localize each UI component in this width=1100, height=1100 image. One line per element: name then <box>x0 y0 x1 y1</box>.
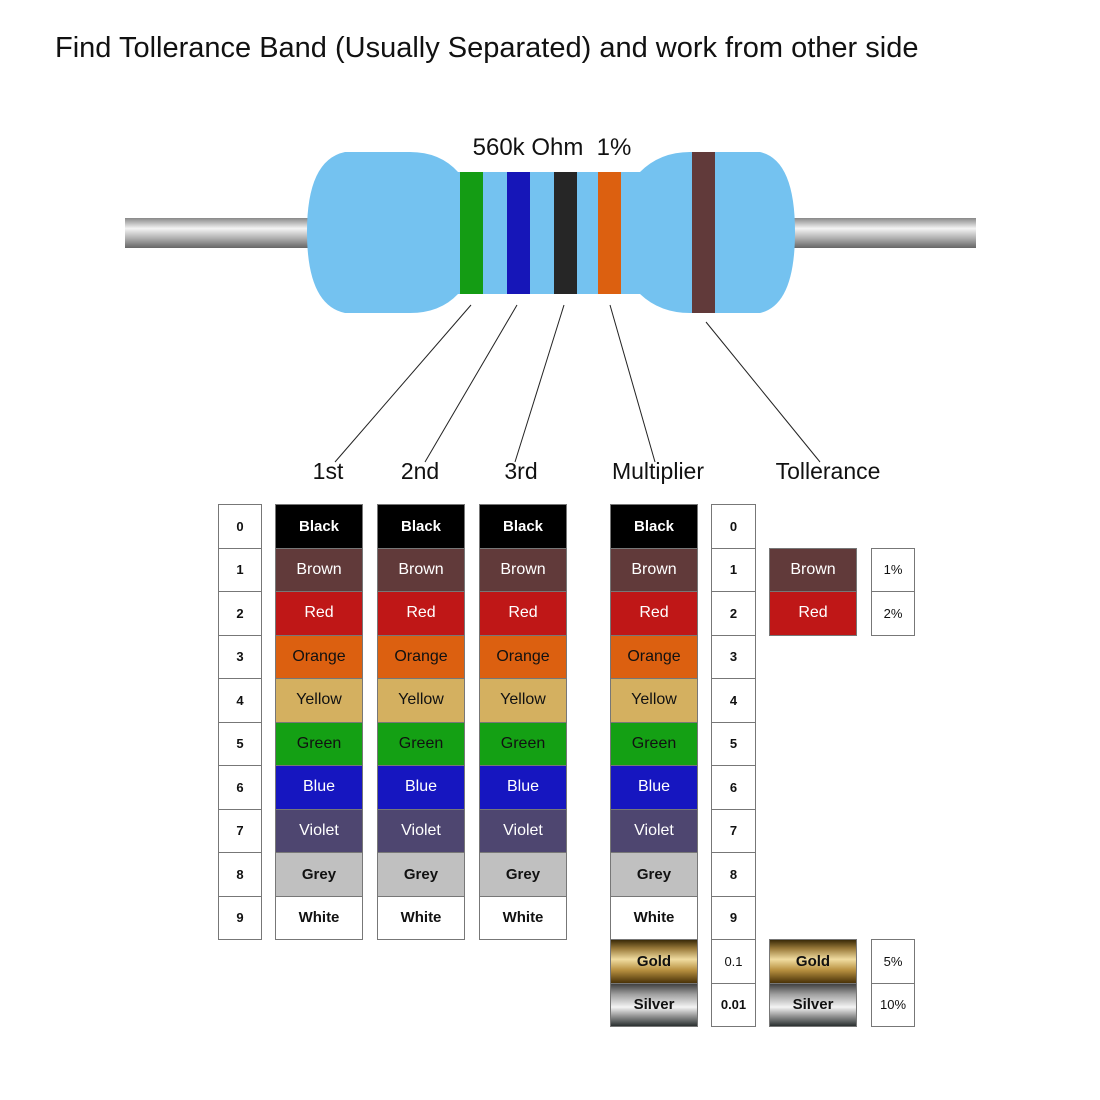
color-cell-multiplier-black: Black <box>610 504 698 549</box>
multiplier-value-cell: 3 <box>711 634 756 679</box>
resistor-illustration: 560k Ohm 1% <box>125 134 976 463</box>
color-cell-3rd-violet: Violet <box>479 808 567 853</box>
color-cell-3rd-blue: Blue <box>479 765 567 810</box>
pointer-line-multiplier <box>609 304 656 463</box>
color-cell-1st-white: White <box>275 895 363 940</box>
pointer-line-3rd <box>514 304 565 463</box>
multiplier-value-cell: 6 <box>711 765 756 810</box>
color-cell-2nd-black: Black <box>377 504 465 549</box>
pointer-line-tolerance <box>705 321 821 463</box>
color-cell-3rd-orange: Orange <box>479 634 567 679</box>
color-cell-multiplier-green: Green <box>610 721 698 766</box>
right-lead <box>780 218 976 248</box>
digit-cell: 3 <box>218 634 262 679</box>
header-2nd: 2nd <box>400 458 440 484</box>
color-cell-2nd-yellow: Yellow <box>377 678 465 723</box>
color-cell-multiplier-yellow: Yellow <box>610 678 698 723</box>
band-1 <box>460 172 483 294</box>
tolerance-color-brown: Brown <box>769 547 857 592</box>
digit-cell: 6 <box>218 765 262 810</box>
header-tolerance: Tollerance <box>775 458 881 484</box>
color-cell-2nd-brown: Brown <box>377 547 465 592</box>
color-cell-multiplier-white: White <box>610 895 698 940</box>
color-cell-multiplier-grey: Grey <box>610 852 698 897</box>
band-multiplier <box>598 172 621 294</box>
color-cell-3rd-white: White <box>479 895 567 940</box>
multiplier-value-cell: 1 <box>711 547 756 592</box>
color-cell-3rd-black: Black <box>479 504 567 549</box>
color-cell-3rd-brown: Brown <box>479 547 567 592</box>
color-cell-1st-yellow: Yellow <box>275 678 363 723</box>
multiplier-value-cell: 0 <box>711 504 756 549</box>
multiplier-value-cell: 8 <box>711 852 756 897</box>
multiplier-value-cell: 4 <box>711 678 756 723</box>
digit-cell: 2 <box>218 591 262 636</box>
band-2 <box>507 172 530 294</box>
digit-cell: 7 <box>218 808 262 853</box>
color-cell-multiplier-blue: Blue <box>610 765 698 810</box>
color-cell-1st-violet: Violet <box>275 808 363 853</box>
resistor-value-label: 560k Ohm 1% <box>473 134 632 161</box>
color-cell-multiplier-orange: Orange <box>610 634 698 679</box>
color-cell-1st-blue: Blue <box>275 765 363 810</box>
band-3 <box>554 172 577 294</box>
color-cell-1st-black: Black <box>275 504 363 549</box>
color-cell-2nd-white: White <box>377 895 465 940</box>
digit-cell: 8 <box>218 852 262 897</box>
color-cell-multiplier-silver: Silver <box>610 982 698 1027</box>
band-tolerance <box>692 152 715 313</box>
color-cell-2nd-orange: Orange <box>377 634 465 679</box>
page-title: Find Tollerance Band (Usually Separated)… <box>55 32 919 64</box>
color-cell-2nd-red: Red <box>377 591 465 636</box>
color-cell-1st-orange: Orange <box>275 634 363 679</box>
multiplier-value-cell: 7 <box>711 808 756 853</box>
multiplier-value-cell: 5 <box>711 721 756 766</box>
left-lead <box>125 218 325 248</box>
tolerance-value-cell: 10% <box>871 982 915 1027</box>
multiplier-value-cell: 0.01 <box>711 982 756 1027</box>
color-cell-1st-grey: Grey <box>275 852 363 897</box>
color-cell-2nd-violet: Violet <box>377 808 465 853</box>
tolerance-color-red: Red <box>769 591 857 636</box>
digit-cell: 0 <box>218 504 262 549</box>
tolerance-color-gold: Gold <box>769 939 857 984</box>
color-cell-3rd-grey: Grey <box>479 852 567 897</box>
pointer-line-2nd <box>424 304 518 463</box>
digit-cell: 1 <box>218 547 262 592</box>
color-cell-3rd-yellow: Yellow <box>479 678 567 723</box>
header-1st: 1st <box>312 458 344 484</box>
pointer-line-1st <box>334 304 472 463</box>
tolerance-color-silver: Silver <box>769 982 857 1027</box>
tolerance-value-cell: 1% <box>871 547 915 592</box>
multiplier-value-cell: 2 <box>711 591 756 636</box>
digit-cell: 9 <box>218 895 262 940</box>
header-3rd: 3rd <box>504 458 538 484</box>
color-cell-3rd-red: Red <box>479 591 567 636</box>
digit-cell: 5 <box>218 721 262 766</box>
color-cell-1st-brown: Brown <box>275 547 363 592</box>
color-cell-2nd-green: Green <box>377 721 465 766</box>
color-cell-multiplier-gold: Gold <box>610 939 698 984</box>
color-cell-2nd-grey: Grey <box>377 852 465 897</box>
header-multiplier: Multiplier <box>611 458 705 484</box>
tolerance-value-cell: 5% <box>871 939 915 984</box>
color-cell-multiplier-brown: Brown <box>610 547 698 592</box>
color-cell-multiplier-violet: Violet <box>610 808 698 853</box>
color-cell-2nd-blue: Blue <box>377 765 465 810</box>
digit-cell: 4 <box>218 678 262 723</box>
color-cell-1st-green: Green <box>275 721 363 766</box>
multiplier-value-cell: 0.1 <box>711 939 756 984</box>
color-cell-3rd-green: Green <box>479 721 567 766</box>
color-cell-multiplier-red: Red <box>610 591 698 636</box>
tolerance-value-cell: 2% <box>871 591 915 636</box>
resistor-body <box>307 152 795 313</box>
multiplier-value-cell: 9 <box>711 895 756 940</box>
color-cell-1st-red: Red <box>275 591 363 636</box>
